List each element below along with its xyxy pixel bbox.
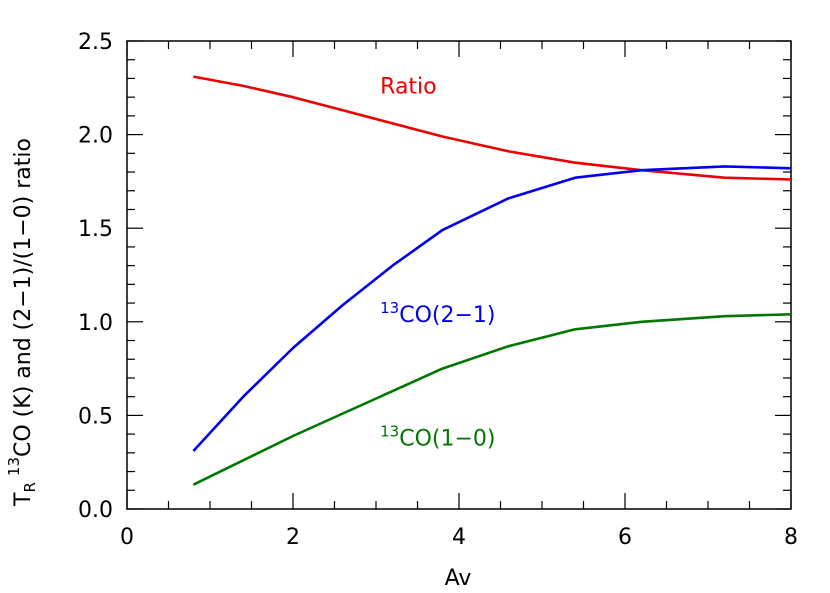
axis-ticks <box>126 40 792 510</box>
series-label-superscript: 13 <box>380 299 399 317</box>
x-axis-label: Av <box>445 566 472 591</box>
y-axis-label-t: T <box>11 492 36 507</box>
x-tick-label: 6 <box>618 525 632 550</box>
y-tick-label: 1.5 <box>78 217 113 242</box>
y-axis-label: TR 13CO (K) and (2−1)/(1−0) ratio <box>5 138 39 507</box>
y-axis-label-rest: CO (K) and (2−1)/(1−0) ratio <box>11 138 36 457</box>
series-label-2: 13CO(1−0) <box>380 422 495 451</box>
y-tick-label: 1.0 <box>78 311 113 336</box>
series-line-2 <box>192 313 792 486</box>
series-label-0: Ratio <box>380 74 436 99</box>
series-line-0 <box>193 75 792 181</box>
axis-tick-labels: 0 2 4 6 8 0.0 0.5 1.0 1.5 2.0 2.5 <box>78 30 798 550</box>
x-tick-label: 2 <box>286 525 300 550</box>
series-label-1: 13CO(2−1) <box>380 299 495 328</box>
y-tick-label: 0.5 <box>78 404 113 429</box>
series-label-superscript: 13 <box>380 422 399 440</box>
series-lines <box>192 75 792 486</box>
y-tick-label: 2.0 <box>78 124 113 149</box>
y-axis-label-superscript: 13 <box>5 457 23 476</box>
x-tick-label: 0 <box>120 525 134 550</box>
y-tick-label: 2.5 <box>78 30 113 55</box>
series-label-main: Ratio <box>380 74 436 99</box>
series-label-main: CO(2−1) <box>399 303 495 328</box>
x-tick-label: 4 <box>452 525 466 550</box>
y-tick-label: 0.0 <box>78 498 113 523</box>
series-label-main: CO(1−0) <box>399 426 495 451</box>
y-axis-label-subscript: R <box>21 482 39 492</box>
x-tick-label: 8 <box>784 525 798 550</box>
series-line-1 <box>192 165 792 452</box>
